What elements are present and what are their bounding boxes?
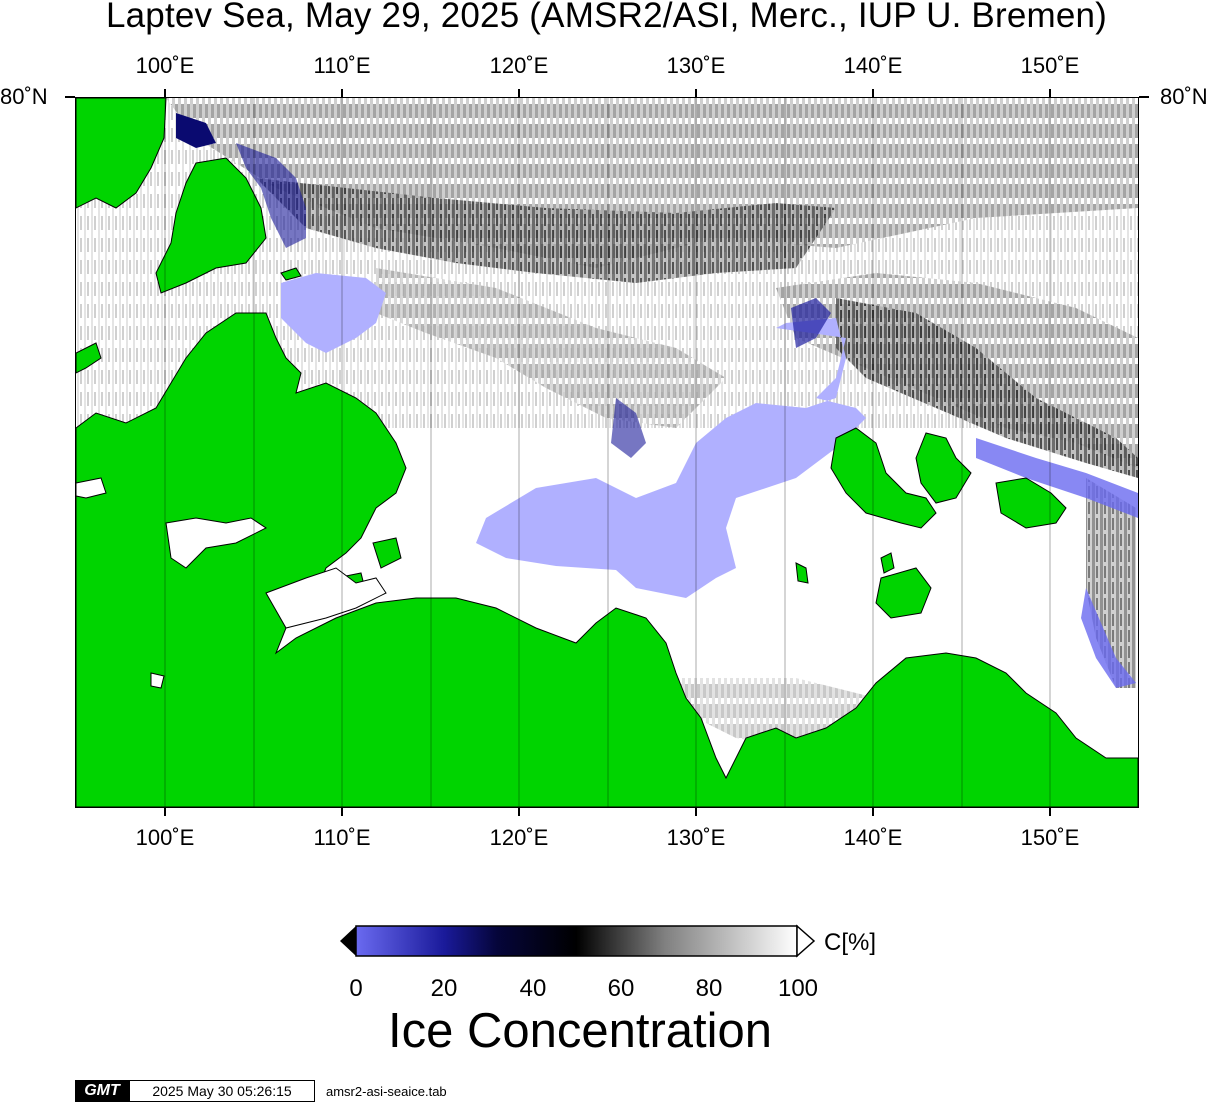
top-lon-label-130: 130˚E [666,53,726,78]
top-tick-120 [518,89,520,97]
colorbar-tick-20: 20 [430,975,458,1002]
top-tick-130 [695,89,697,97]
bottom-tick-140 [872,808,874,816]
top-tick-150 [1049,89,1051,97]
bottom-tick-100 [164,808,166,816]
land-islet-west [76,342,102,374]
colorbar-tick-80: 80 [695,975,723,1002]
water-west-inlet [76,477,107,499]
lat-tick-right [1139,96,1149,98]
colorbar-over-triangle [796,924,816,958]
bottom-lon-label-110: 110˚E [313,825,371,850]
colorbar-svg [340,924,816,958]
top-lon-label-140: 140˚E [843,53,903,78]
low-concentration-areas [176,113,1138,688]
top-lon-label-100: 100˚E [135,53,195,78]
land-kotelny-island [830,427,937,529]
colorbar-tick-100: 100 [777,975,819,1002]
bottom-lon-label-140: 140˚E [843,825,903,850]
land-bolshevik-island [155,157,267,294]
colorbar [340,924,820,965]
land-new-siberia-island [995,477,1067,529]
land-islet-semyonovsky [795,562,809,584]
water-anabar-gulf [265,567,387,629]
source-file-label: amsr2-asi-seaice.tab [326,1084,447,1099]
sea-ice-field [76,98,1138,748]
bottom-tick-120 [518,808,520,816]
land-islet-north [280,267,302,281]
land-faddeyevsky-island [915,432,972,504]
land-severnaya-zemlya-north [76,98,167,209]
water-taymyr-lake [165,517,267,569]
colorbar-title: Ice Concentration [387,1004,773,1058]
colorbar-gradient [355,925,798,957]
top-lon-label-120: 120˚E [489,53,549,78]
land-islet-stolbovoy [880,552,895,574]
timestamp-box: 2025 May 30 05:26:15 [129,1080,315,1102]
top-lon-label-110: 110˚E [313,53,371,78]
gmt-logo: GMT [75,1080,129,1102]
top-tick-140 [872,89,874,97]
map-canvas [76,98,1138,807]
water-lake-south [150,672,165,689]
top-lon-label-150: 150˚E [1020,53,1080,78]
lat-tick-left [65,96,75,98]
colorbar-under-triangle [340,926,356,956]
land-islet-begichev [372,537,402,569]
bottom-tick-150 [1049,808,1051,816]
colorbar-tick-60: 60 [607,975,635,1002]
colorbar-tick-0: 0 [349,975,363,1002]
lat-label-left: 80˚N [0,84,48,109]
lat-label-right: 80˚N [1160,84,1208,109]
meridian-grid [164,98,1051,807]
bottom-lon-label-130: 130˚E [666,825,726,850]
colorbar-unit-label: C[%] [824,929,877,956]
top-tick-110 [341,89,343,97]
bottom-lon-label-150: 150˚E [1020,825,1080,850]
bottom-lon-label-100: 100˚E [135,825,195,850]
bottom-lon-label-120: 120˚E [489,825,549,850]
land-bolshoy-lyakhovsky [875,567,932,619]
land-mainland [76,312,1138,807]
colorbar-tick-40: 40 [519,975,547,1002]
inland-water [76,477,387,689]
map-title: Laptev Sea, May 29, 2025 (AMSR2/ASI, Mer… [105,0,1108,35]
bottom-tick-130 [695,808,697,816]
top-tick-100 [164,89,166,97]
sea-ice-map [75,97,1139,808]
land [76,98,1138,807]
bottom-tick-110 [341,808,343,816]
